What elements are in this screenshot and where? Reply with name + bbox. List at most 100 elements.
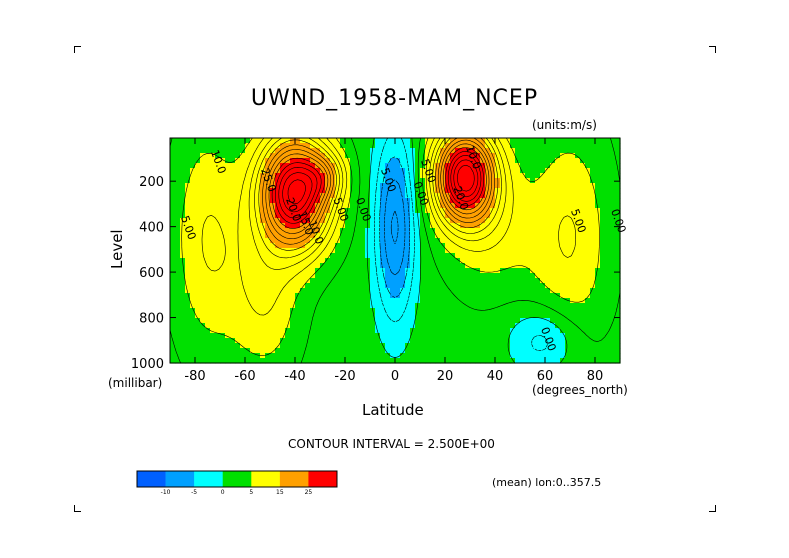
field-cell	[235, 173, 241, 179]
field-cell	[360, 143, 366, 149]
field-cell	[555, 338, 561, 344]
field-cell	[310, 288, 316, 294]
field-cell	[500, 358, 506, 364]
field-cell	[590, 238, 596, 244]
field-cell	[420, 353, 426, 359]
field-cell	[285, 343, 291, 349]
field-cell	[430, 153, 436, 159]
field-cell	[265, 143, 271, 149]
field-cell	[180, 333, 186, 339]
field-cell	[415, 198, 421, 204]
field-cell	[315, 158, 321, 164]
field-cell	[250, 243, 256, 249]
field-cell	[525, 278, 531, 284]
field-cell	[375, 253, 381, 259]
field-cell	[495, 348, 501, 354]
field-cell	[200, 148, 206, 154]
field-cell	[505, 263, 511, 269]
field-cell	[180, 163, 186, 169]
field-cell	[605, 258, 611, 264]
field-cell	[585, 248, 591, 254]
field-cell	[305, 323, 311, 329]
field-cell	[340, 338, 346, 344]
field-cell	[575, 213, 581, 219]
field-cell	[235, 273, 241, 279]
field-cell	[430, 273, 436, 279]
field-cell	[190, 258, 196, 264]
field-cell	[525, 168, 531, 174]
field-cell	[460, 218, 466, 224]
field-cell	[435, 163, 441, 169]
field-cell	[540, 343, 546, 349]
field-cell	[320, 263, 326, 269]
field-cell	[315, 168, 321, 174]
field-cell	[540, 313, 546, 319]
field-cell	[610, 193, 616, 199]
field-cell	[475, 308, 481, 314]
field-cell	[510, 213, 516, 219]
field-cell	[380, 318, 386, 324]
field-cell	[215, 198, 221, 204]
field-cell	[330, 148, 336, 154]
field-cell	[525, 353, 531, 359]
field-cell	[465, 138, 471, 144]
field-cell	[275, 288, 281, 294]
field-cell	[495, 283, 501, 289]
field-cell	[565, 158, 571, 164]
field-cell	[530, 323, 536, 329]
field-cell	[405, 208, 411, 214]
field-cell	[450, 153, 456, 159]
field-cell	[295, 323, 301, 329]
field-cell	[385, 323, 391, 329]
field-cell	[465, 198, 471, 204]
field-cell	[565, 313, 571, 319]
field-cell	[555, 348, 561, 354]
field-cell	[235, 193, 241, 199]
field-cell	[335, 338, 341, 344]
field-cell	[570, 168, 576, 174]
field-cell	[235, 293, 241, 299]
field-cell	[380, 288, 386, 294]
field-cell	[245, 278, 251, 284]
field-cell	[445, 173, 451, 179]
field-cell	[295, 308, 301, 314]
field-cell	[370, 318, 376, 324]
field-cell	[570, 208, 576, 214]
field-cell	[185, 228, 191, 234]
field-cell	[570, 188, 576, 194]
field-cell	[345, 223, 351, 229]
field-cell	[225, 343, 231, 349]
field-cell	[205, 193, 211, 199]
field-cell	[565, 353, 571, 359]
field-cell	[570, 203, 576, 209]
field-cell	[390, 208, 396, 214]
field-cell	[510, 253, 516, 259]
field-cell	[255, 183, 261, 189]
field-cell	[305, 318, 311, 324]
field-cell	[175, 328, 181, 334]
field-cell	[385, 238, 391, 244]
y-tick-label: 200	[139, 175, 164, 190]
field-cell	[285, 273, 291, 279]
field-cell	[385, 243, 391, 249]
field-cell	[310, 173, 316, 179]
field-cell	[210, 333, 216, 339]
field-cell	[440, 223, 446, 229]
field-cell	[305, 163, 311, 169]
field-cell	[520, 193, 526, 199]
field-cell	[435, 218, 441, 224]
field-cell	[570, 323, 576, 329]
field-cell	[200, 183, 206, 189]
field-cell	[415, 148, 421, 154]
y-axis-unit: (millibar)	[108, 376, 163, 390]
field-cell	[375, 318, 381, 324]
field-cell	[235, 198, 241, 204]
field-cell	[390, 193, 396, 199]
field-cell	[475, 203, 481, 209]
field-cell	[400, 238, 406, 244]
field-cell	[605, 358, 611, 364]
field-cell	[520, 138, 526, 144]
field-cell	[215, 313, 221, 319]
field-cell	[295, 228, 301, 234]
field-cell	[540, 333, 546, 339]
